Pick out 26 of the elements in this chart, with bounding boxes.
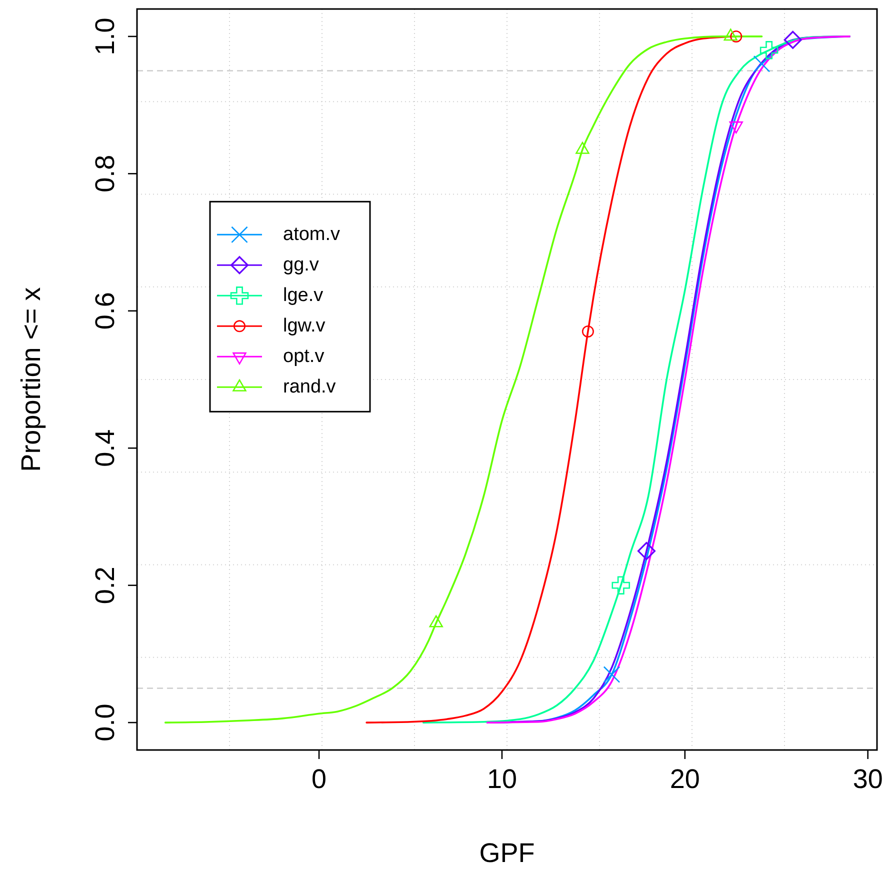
y-tick-label: 1.0: [90, 18, 120, 56]
y-tick-label: 0.0: [90, 704, 120, 742]
point: [730, 30, 742, 42]
legend-label: lge.v: [283, 285, 324, 306]
x-tick-label: 0: [312, 764, 327, 794]
y-tick-label: 0.2: [90, 566, 120, 604]
point: [784, 30, 802, 49]
y-axis-title: Proportion <= x: [16, 286, 46, 472]
point: [753, 55, 770, 72]
x-tick-label: 20: [670, 764, 700, 794]
point: [603, 666, 620, 683]
x-tick-label: 10: [486, 764, 517, 794]
x-axis-title: GPF: [479, 838, 535, 868]
legend-label: opt.v: [283, 346, 325, 368]
y-tick-label: 0.8: [90, 154, 120, 192]
x-tick-label: 30: [852, 764, 883, 794]
legend-label: lgw.v: [283, 316, 326, 337]
point: [612, 576, 630, 594]
point: [760, 41, 778, 60]
y-tick-label: 0.6: [90, 292, 120, 330]
point: [637, 542, 656, 560]
point: [582, 325, 594, 338]
legend-label: atom.v: [283, 224, 341, 246]
legend-label: rand.v: [283, 376, 336, 398]
y-tick-label: 0.4: [90, 429, 120, 467]
legend-label: gg.v: [283, 254, 320, 276]
